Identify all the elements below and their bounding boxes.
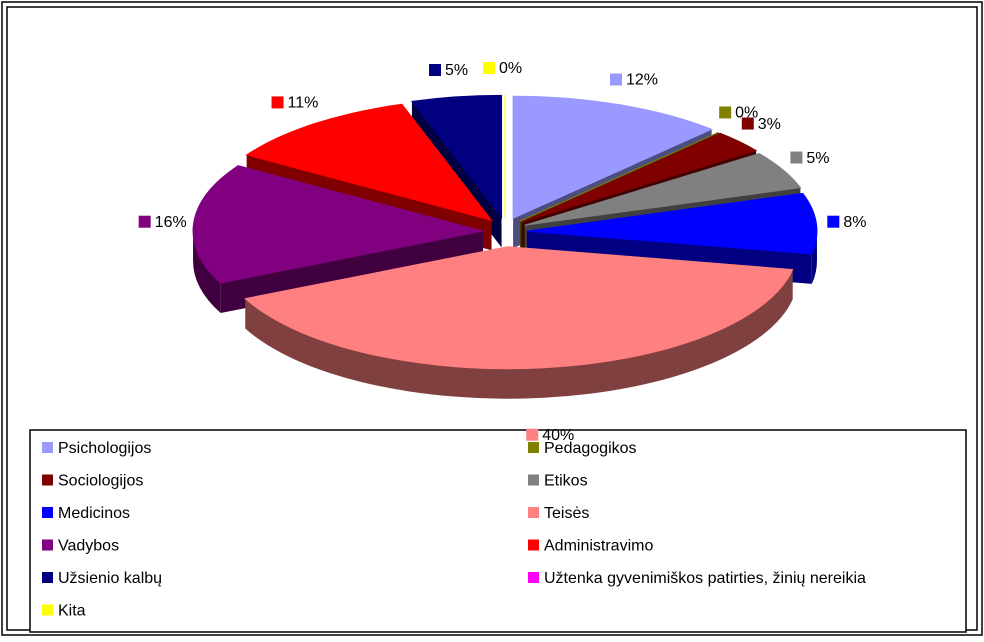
legend-swatch — [528, 572, 539, 583]
legend-label: Sociologijos — [58, 473, 143, 490]
label-key — [138, 215, 151, 228]
label-key — [483, 62, 495, 74]
slice-top — [244, 246, 794, 370]
legend-swatch — [528, 539, 539, 551]
data-label: 40% — [542, 427, 574, 444]
legend-label: Kita — [58, 603, 86, 620]
label-key — [610, 73, 623, 86]
data-label: 8% — [843, 214, 866, 231]
legend-swatch — [42, 507, 53, 518]
legend-label: Užtenka gyvenimiškos patirties, žinių ne… — [544, 570, 866, 587]
label-key — [790, 151, 803, 164]
label-key — [271, 96, 284, 109]
slice-top — [526, 192, 818, 255]
legend-swatch — [42, 442, 53, 453]
legend-label: Administravimo — [544, 538, 653, 555]
slice-outer-side — [245, 269, 793, 399]
legend-label: Etikos — [544, 473, 588, 490]
label-key — [526, 428, 539, 441]
legend-label: Pedagogikos — [544, 440, 637, 457]
legend-label: Teisės — [544, 505, 589, 522]
slice-top — [524, 153, 802, 226]
data-label: 12% — [626, 72, 658, 89]
data-label: 5% — [806, 150, 829, 167]
data-label: 16% — [155, 214, 187, 231]
label-key — [741, 117, 754, 130]
legend-swatch — [42, 572, 53, 583]
slice-outer-side — [193, 231, 221, 314]
legend-swatch — [42, 604, 53, 616]
legend-label: Medicinos — [58, 505, 130, 522]
slice-top — [521, 132, 758, 223]
label-key — [719, 106, 732, 119]
slice-top — [512, 95, 713, 220]
pie-slice — [244, 246, 794, 399]
data-label: 11% — [288, 95, 319, 112]
data-label: 0% — [735, 105, 758, 122]
data-label: 3% — [758, 116, 781, 133]
legend-label: Vadybos — [58, 538, 119, 555]
legend-swatch — [42, 474, 53, 486]
legend-box — [29, 429, 967, 633]
slice-top — [245, 103, 493, 222]
data-label: 0% — [499, 60, 522, 77]
legend-swatch — [42, 539, 53, 551]
legend-swatch — [528, 507, 539, 518]
slice-top — [192, 165, 484, 284]
slice-top — [411, 94, 503, 219]
label-key — [827, 215, 840, 228]
data-label: 5% — [445, 62, 468, 79]
legend-swatch — [528, 442, 539, 453]
legend-swatch — [528, 474, 539, 486]
legend-label: Užsienio kalbų — [58, 570, 162, 587]
legend-label: Psichologijos — [58, 440, 151, 457]
label-key — [429, 64, 442, 77]
